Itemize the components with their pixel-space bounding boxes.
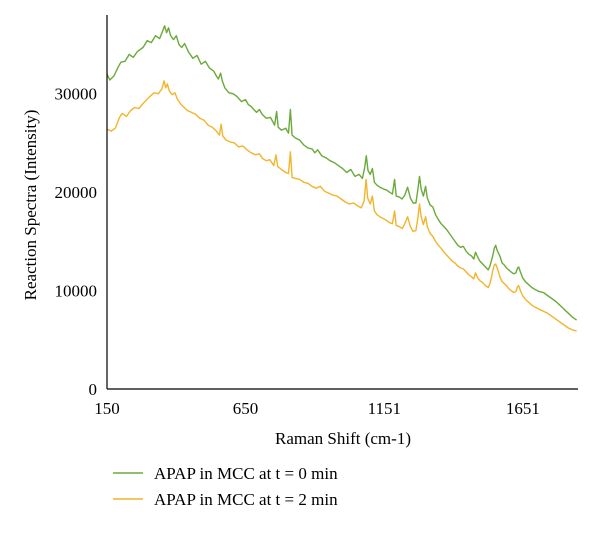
legend-label: APAP in MCC at t = 0 min [154,464,338,483]
legend-item-1: APAP in MCC at t = 0 min [113,464,338,483]
x-axis-label: Raman Shift (cm-1) [275,429,411,448]
x-tick-labels: 150 650 1151 1651 [94,399,540,418]
series-line-2 [106,80,577,332]
y-tick-labels: 0 10000 20000 30000 [55,85,98,399]
y-tick-label: 20000 [55,183,98,202]
legend: APAP in MCC at t = 0 min APAP in MCC at t… [113,464,338,509]
plot-area [106,25,578,332]
y-axis-label: Reaction Spectra (Intensity) [21,110,40,301]
y-tick-label: 0 [89,380,98,399]
legend-label: APAP in MCC at t = 2 min [154,490,338,509]
y-tick-label: 10000 [55,282,98,301]
x-tick-label: 1651 [506,399,540,418]
x-tick-label: 1151 [368,399,401,418]
y-tick-label: 30000 [55,85,98,104]
axes [106,15,578,390]
x-tick-label: 150 [94,399,120,418]
x-tick-label: 650 [233,399,259,418]
series-line-1 [106,25,578,321]
legend-item-2: APAP in MCC at t = 2 min [113,490,338,509]
